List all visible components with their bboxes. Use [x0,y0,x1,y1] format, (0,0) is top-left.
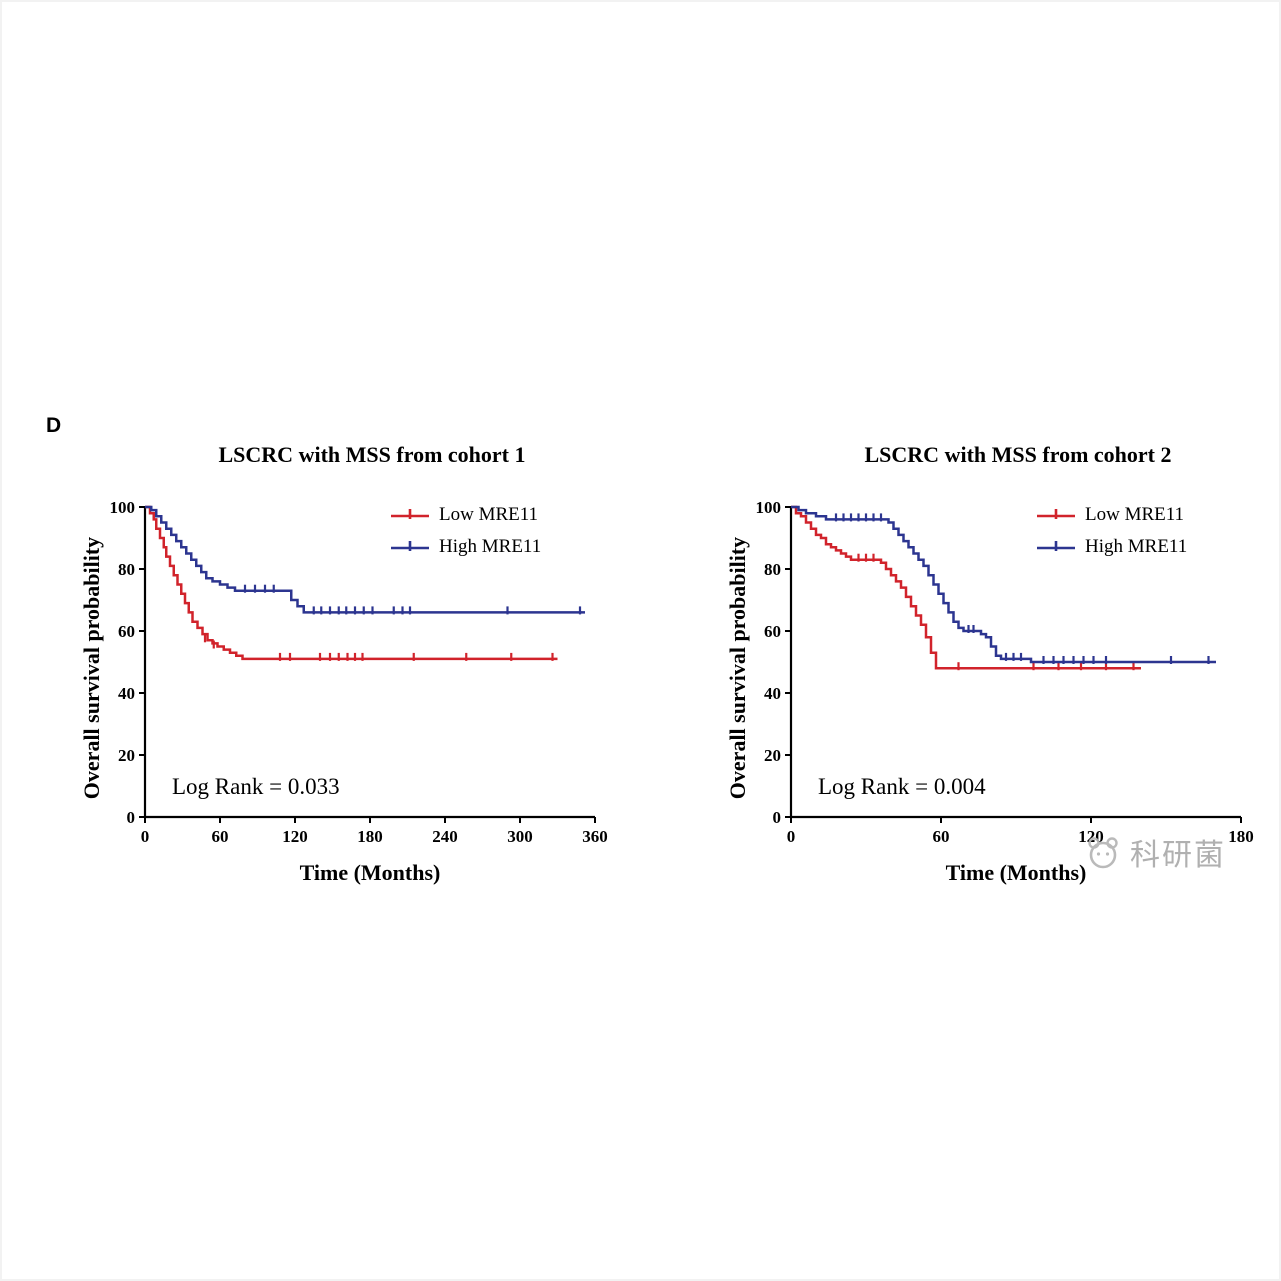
km-chart-cohort2: LSCRC with MSS from cohort 2 Overall sur… [718,440,1281,900]
watermark: 科研菌 [1080,830,1226,874]
svg-text:0: 0 [127,808,136,827]
svg-text:20: 20 [764,746,781,765]
svg-text:100: 100 [756,498,782,517]
svg-text:0: 0 [773,808,782,827]
log-rank-text: Log Rank = 0.033 [172,774,340,799]
svg-text:60: 60 [764,622,781,641]
watermark-text: 科研菌 [1130,838,1226,873]
legend-item-high-mre11: High MRE11 [1036,536,1187,558]
chart-title-cohort1: LSCRC with MSS from cohort 1 [218,442,526,467]
legend-line-censor-icon [1037,541,1075,551]
legend-line-censor-icon [391,509,429,519]
svg-text:40: 40 [764,684,781,703]
svg-text:0: 0 [787,827,796,846]
legend-line-censor-icon [391,541,429,551]
log-rank-text: Log Rank = 0.004 [818,774,986,799]
svg-text:60: 60 [933,827,950,846]
legend: Low MRE11 High MRE11 [1036,504,1187,558]
chart-title-cohort2: LSCRC with MSS from cohort 2 [864,442,1172,467]
legend-label-high-mre11: High MRE11 [1085,536,1188,557]
legend-item-low-mre11: Low MRE11 [390,504,541,526]
legend-line-censor-icon [1037,509,1075,519]
svg-text:360: 360 [582,827,608,846]
svg-text:180: 180 [1228,827,1254,846]
legend-label-low-mre11: Low MRE11 [439,504,539,525]
legend-item-low-mre11: Low MRE11 [1036,504,1187,526]
watermark-logo-icon [1088,837,1118,869]
legend-label-high-mre11: High MRE11 [439,536,542,557]
svg-text:20: 20 [118,746,135,765]
svg-text:0: 0 [141,827,150,846]
x-axis-title: Time (Months) [945,860,1087,885]
km-plot-cohort1: 0 60 120 180 240 300 360 0 20 40 60 80 100 [110,498,608,846]
svg-text:120: 120 [282,827,308,846]
x-axis-title: Time (Months) [299,860,441,885]
svg-text:180: 180 [357,827,383,846]
legend-label-low-mre11: Low MRE11 [1085,504,1185,525]
svg-text:100: 100 [110,498,136,517]
svg-text:80: 80 [118,560,135,579]
svg-text:300: 300 [507,827,533,846]
km-chart-cohort1: LSCRC with MSS from cohort 1 Overall sur… [72,440,672,900]
svg-text:240: 240 [432,827,458,846]
svg-text:40: 40 [118,684,135,703]
legend-item-high-mre11: High MRE11 [390,536,541,558]
legend: Low MRE11 High MRE11 [390,504,541,558]
panel-label: D [46,414,62,437]
svg-text:60: 60 [118,622,135,641]
svg-text:80: 80 [764,560,781,579]
svg-text:60: 60 [212,827,229,846]
